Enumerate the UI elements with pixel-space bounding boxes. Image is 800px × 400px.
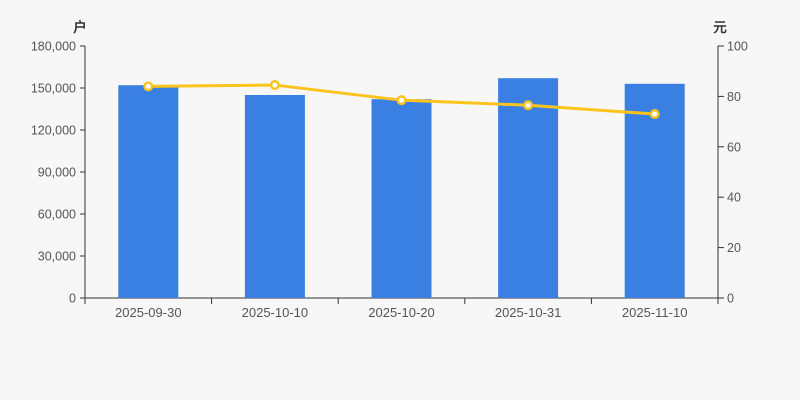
bar[interactable] bbox=[624, 83, 685, 298]
bar[interactable] bbox=[244, 95, 305, 298]
x-axis-label: 2025-11-10 bbox=[622, 305, 688, 320]
line-point[interactable] bbox=[269, 80, 280, 91]
x-axis-label: 2025-10-10 bbox=[242, 305, 309, 320]
y-axis-left-tick-label: 30,000 bbox=[38, 250, 76, 264]
x-axis-label: 2025-09-30 bbox=[115, 305, 182, 320]
bar[interactable] bbox=[118, 85, 179, 298]
line-point[interactable] bbox=[649, 109, 660, 120]
y-axis-left-tick-label: 90,000 bbox=[38, 166, 76, 180]
y-axis-right-tick-label: 20 bbox=[727, 241, 741, 255]
bar[interactable] bbox=[498, 78, 559, 298]
y-axis-right-tick-label: 40 bbox=[727, 191, 741, 205]
y-axis-left: 0 30,000 60,000 90,000 120,000 150,000 180,000 bbox=[31, 40, 86, 306]
left-axis-unit-label: 户 bbox=[73, 20, 87, 35]
line-point[interactable] bbox=[396, 95, 407, 106]
y-axis-left-tick-label: 150,000 bbox=[31, 82, 76, 96]
y-axis-right-tick-label: 0 bbox=[727, 292, 734, 306]
y-axis-right-tick-label: 100 bbox=[727, 40, 748, 54]
x-axis: 2025-09-30 2025-10-10 2025-10-20 2025-10-31… bbox=[84, 297, 719, 320]
y-axis-right-tick-label: 80 bbox=[727, 90, 741, 104]
line-series bbox=[143, 80, 660, 120]
line-point[interactable] bbox=[143, 81, 154, 92]
y-axis-right-tick-label: 60 bbox=[727, 140, 741, 154]
right-axis-unit-label: 元 bbox=[713, 20, 727, 35]
y-axis-left-tick-label: 120,000 bbox=[31, 124, 76, 138]
x-axis-label: 2025-10-20 bbox=[368, 305, 435, 320]
y-axis-right: 0 20 40 60 80 100 bbox=[717, 40, 748, 306]
line-point[interactable] bbox=[523, 100, 534, 111]
x-axis-label: 2025-10-31 bbox=[495, 305, 562, 320]
bar-series bbox=[118, 78, 685, 298]
y-axis-left-tick-label: 180,000 bbox=[31, 40, 76, 54]
y-axis-left-tick-label: 60,000 bbox=[38, 208, 76, 222]
y-axis-left-tick-label: 0 bbox=[69, 292, 76, 306]
bar[interactable] bbox=[371, 99, 432, 298]
